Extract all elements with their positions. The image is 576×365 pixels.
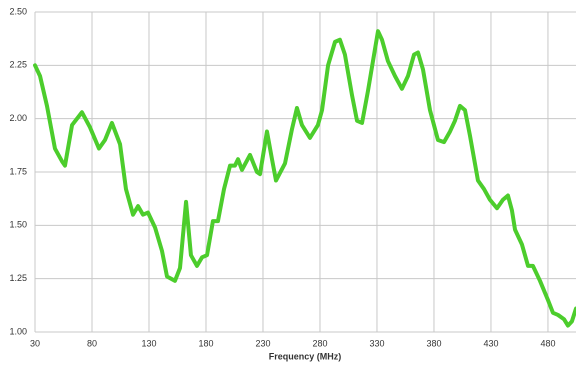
y-tick-label: 1.25 <box>9 273 27 283</box>
y-tick-label: 2.50 <box>9 6 27 16</box>
x-tick-label: 130 <box>141 338 156 348</box>
y-tick-label: 1.00 <box>9 326 27 336</box>
y-tick-label: 1.50 <box>9 220 27 230</box>
y-tick-label: 1.75 <box>9 166 27 176</box>
x-tick-label: 230 <box>255 338 270 348</box>
x-tick-label: 380 <box>426 338 441 348</box>
x-tick-label: 80 <box>87 338 97 348</box>
x-axis-label: Frequency (MHz) <box>269 351 342 361</box>
x-tick-label: 280 <box>312 338 327 348</box>
data-line <box>33 29 576 328</box>
x-tick-label: 480 <box>540 338 555 348</box>
x-tick-label: 330 <box>369 338 384 348</box>
y-tick-label: 2.00 <box>9 113 27 123</box>
x-tick-label: 180 <box>198 338 213 348</box>
x-tick-label: 30 <box>30 338 40 348</box>
x-tick-label: 430 <box>483 338 498 348</box>
y-tick-label: 2.25 <box>9 60 27 70</box>
